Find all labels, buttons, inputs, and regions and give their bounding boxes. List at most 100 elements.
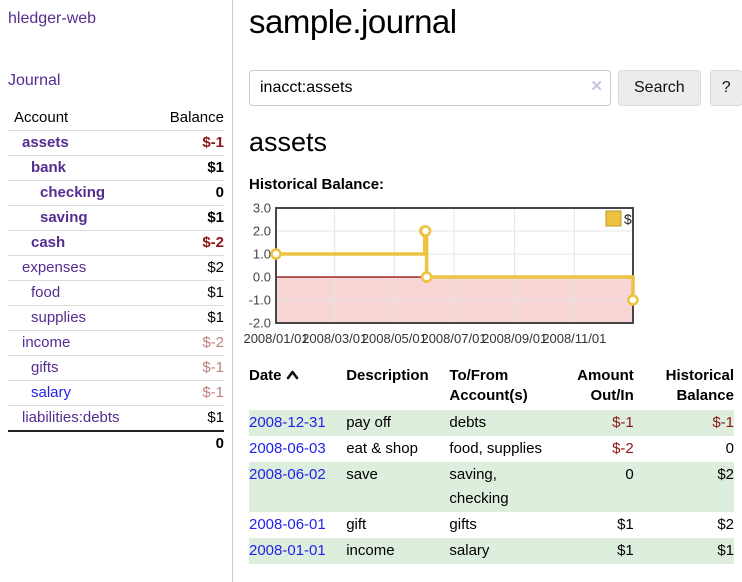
transaction-balance: $-1 <box>641 410 734 436</box>
transaction-accounts: saving, checking <box>449 462 567 512</box>
main-content: sample.journal ✕ Search ? assets Histori… <box>233 0 742 582</box>
chart-point <box>627 294 639 306</box>
search-input-wrap: ✕ <box>249 70 611 106</box>
register-table: Date Description To/From Account(s) Amou… <box>249 364 734 564</box>
transaction-row: 2008-06-01 gift gifts $1 $2 <box>249 512 734 538</box>
transaction-date-cell: 2008-12-31 <box>249 410 347 436</box>
transaction-date-cell: 2008-01-01 <box>249 538 347 564</box>
account-balance: $-2 <box>153 330 224 356</box>
accounts-header-row: Account Balance <box>8 106 224 131</box>
legend-swatch <box>605 210 622 227</box>
clear-search-icon[interactable]: ✕ <box>590 78 603 95</box>
account-row: supplies $1 <box>8 305 224 331</box>
account-balance: $-1 <box>153 355 224 381</box>
x-axis-tick-label: 2008/09/01 <box>482 331 547 346</box>
y-axis-tick-label: -2.0 <box>249 316 271 331</box>
chart-point <box>270 248 282 260</box>
transaction-balance: $1 <box>641 538 734 564</box>
transaction-row: 2008-12-31 pay off debts $-1 $-1 <box>249 410 734 436</box>
account-link[interactable]: bank <box>31 159 67 176</box>
transaction-date-link[interactable]: 2008-06-02 <box>249 466 326 483</box>
register-header-balance: Historical Balance <box>665 367 734 404</box>
legend-label: $ <box>624 211 632 227</box>
account-balance: $2 <box>153 255 224 281</box>
transaction-accounts: debts <box>449 410 567 436</box>
accounts-total-value: 0 <box>153 430 224 456</box>
transaction-row: 2008-06-02 save saving, checking 0 $2 <box>249 462 734 512</box>
account-row: food $1 <box>8 280 224 306</box>
accounts-table: Account Balance assets $-1 bank $1 checking 0… <box>8 106 224 456</box>
accounts-total-spacer <box>8 430 154 456</box>
accounts-header-balance: Balance <box>169 109 224 126</box>
transaction-date-link[interactable]: 2008-01-01 <box>249 542 326 559</box>
y-axis-tick-label: 3.0 <box>253 201 271 216</box>
transaction-date-cell: 2008-06-03 <box>249 436 346 462</box>
search-input[interactable] <box>249 70 611 106</box>
x-axis-tick-label: 2008/03/01 <box>302 331 367 346</box>
account-link[interactable]: expenses <box>22 259 87 276</box>
chevron-up-icon <box>286 370 298 380</box>
account-row: salary $-1 <box>8 380 224 406</box>
account-name-cell: saving <box>8 205 154 231</box>
account-link[interactable]: saving <box>40 209 88 226</box>
account-name-cell: food <box>8 280 154 306</box>
transaction-accounts: gifts <box>449 516 477 533</box>
account-balance: $1 <box>153 205 224 231</box>
transaction-date-link[interactable]: 2008-06-03 <box>249 440 326 457</box>
y-axis-tick-label: 0.0 <box>253 270 271 285</box>
account-link[interactable]: liabilities:debts <box>22 409 120 426</box>
account-row: income $-2 <box>8 330 224 356</box>
accounts-total-row: 0 <box>8 430 224 456</box>
search-button[interactable]: Search <box>618 70 701 106</box>
chart-point <box>420 271 433 283</box>
register-header-tofrom: To/From Account(s) <box>449 367 528 404</box>
account-name-cell: liabilities:debts <box>8 405 154 431</box>
account-link[interactable]: food <box>31 284 61 301</box>
transaction-amount: 0 <box>566 462 642 512</box>
chart-canvas[interactable]: $3.0 2.0 1.0 0.0 -1.0 -2.02008/01/012008/03/0… <box>243 201 733 351</box>
account-balance: $1 <box>153 155 224 181</box>
search-form: ✕ Search ? <box>249 70 742 106</box>
account-row: checking 0 <box>8 180 224 206</box>
transaction-amount: $-1 <box>566 410 642 436</box>
account-row: bank $1 <box>8 155 224 181</box>
transaction-description: gift <box>346 516 367 533</box>
transaction-amount: $1 <box>617 516 634 533</box>
account-link[interactable]: checking <box>40 184 106 201</box>
account-link[interactable]: gifts <box>31 359 59 376</box>
transaction-accounts: food, supplies <box>449 440 542 457</box>
transaction-date-cell: 2008-06-01 <box>249 512 346 538</box>
account-balance: $1 <box>153 280 224 306</box>
y-axis-tick-label: 1.0 <box>253 247 271 262</box>
account-link[interactable]: assets <box>22 134 69 151</box>
transaction-row: 2008-01-01 income salary $1 $1 <box>249 538 734 564</box>
account-link[interactable]: supplies <box>31 309 87 326</box>
transaction-date-link[interactable]: 2008-12-31 <box>249 414 326 431</box>
historical-balance-chart[interactable]: $3.0 2.0 1.0 0.0 -1.0 -2.0 2008/01/01 2008/03/0… <box>243 201 734 351</box>
app-title-link[interactable]: hledger-web <box>8 10 97 27</box>
transaction-accounts: salary <box>449 538 567 564</box>
y-axis-tick-label: -1.0 <box>249 293 271 308</box>
account-balance: $1 <box>153 405 224 431</box>
transaction-balance: 0 <box>725 440 734 457</box>
account-name-cell: income <box>8 330 154 356</box>
register-header-row: Date Description To/From Account(s) Amou… <box>249 364 734 410</box>
account-row: liabilities:debts $1 <box>8 405 224 431</box>
sidebar-item-journal[interactable]: Journal <box>8 72 61 89</box>
account-link[interactable]: income <box>22 334 71 351</box>
transaction-balance: $2 <box>641 462 734 512</box>
account-row: cash $-2 <box>8 230 224 256</box>
chart-title: Historical Balance: <box>249 176 385 193</box>
transaction-description: pay off <box>346 410 450 436</box>
register-header-date[interactable]: Date <box>249 364 346 410</box>
transaction-date-link[interactable]: 2008-06-01 <box>249 516 326 533</box>
page-title: sample.journal <box>249 3 457 40</box>
transaction-date-cell: 2008-06-02 <box>249 462 347 512</box>
account-name-cell: supplies <box>8 305 154 331</box>
accounts-header-account: Account <box>14 109 69 126</box>
account-link[interactable]: salary <box>31 384 72 401</box>
help-button[interactable]: ? <box>709 70 742 106</box>
plot-border <box>275 207 634 324</box>
account-link[interactable]: cash <box>31 234 66 251</box>
